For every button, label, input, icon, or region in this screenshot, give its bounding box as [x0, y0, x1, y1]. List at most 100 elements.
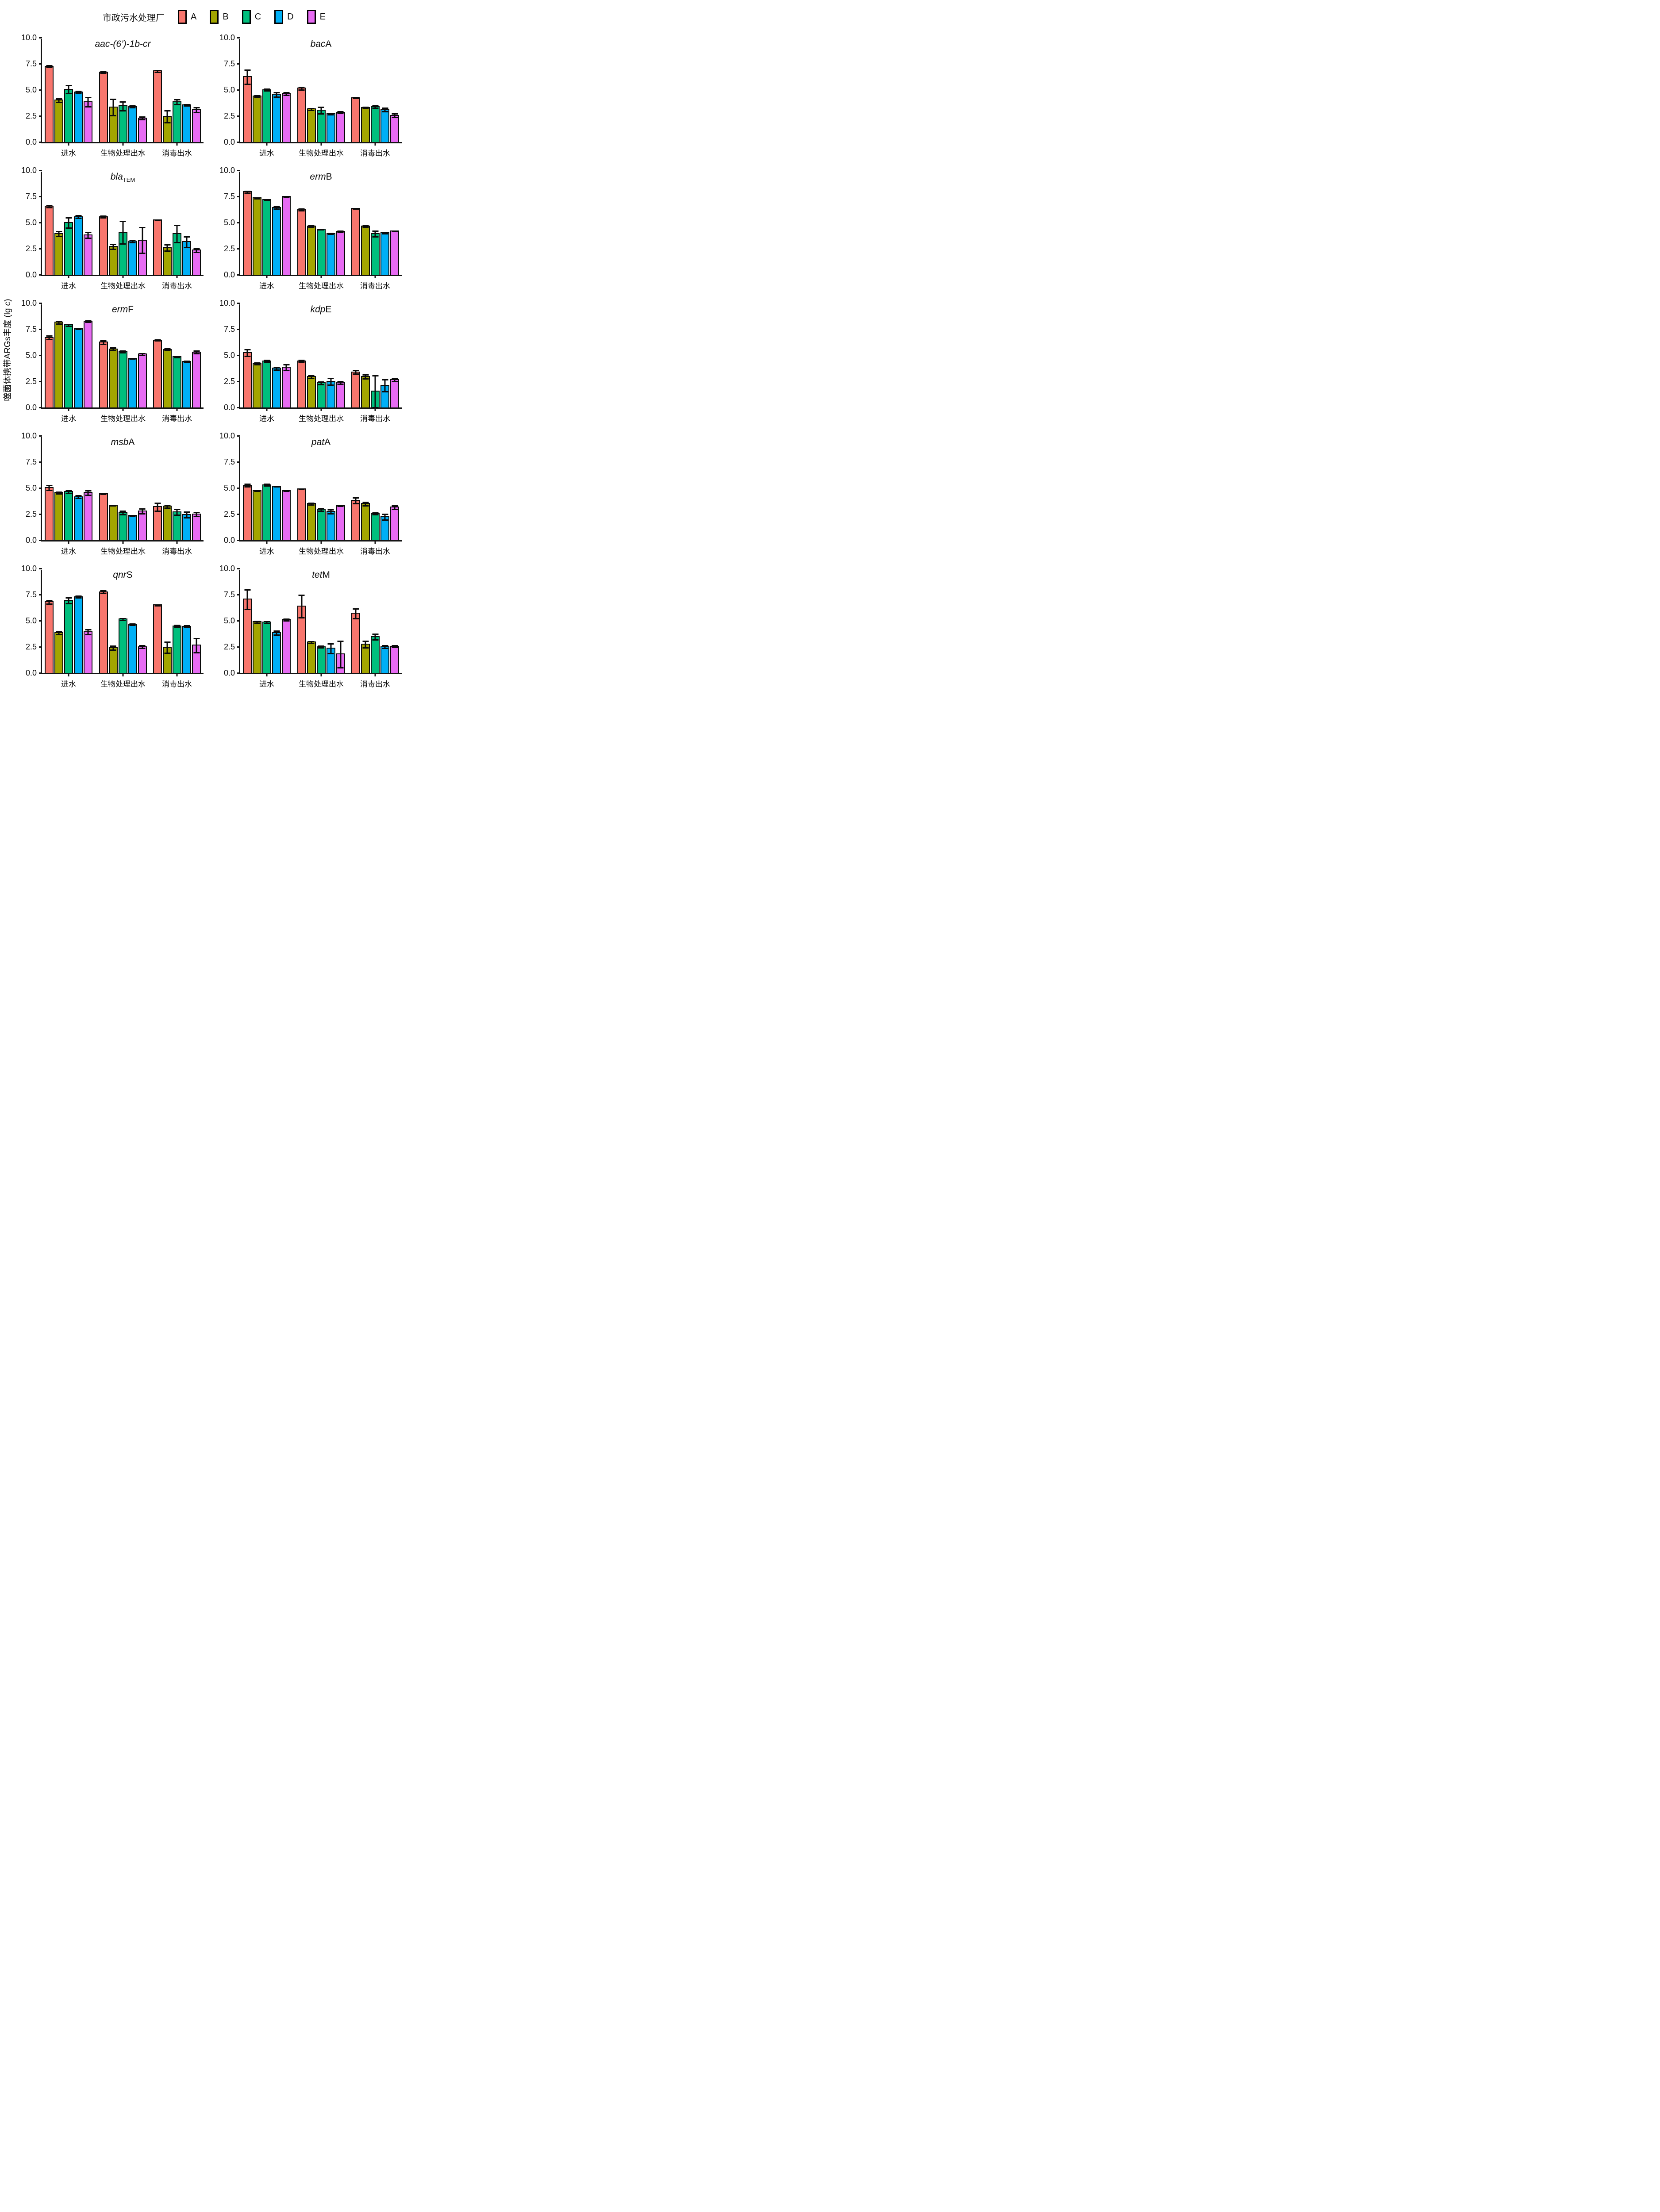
error-bar — [283, 196, 289, 198]
error-bar — [184, 625, 190, 629]
error-cap — [129, 107, 136, 108]
error-cap — [154, 71, 161, 73]
y-tick-mark — [237, 568, 240, 569]
y-tick-label: 5.0 — [25, 85, 37, 94]
x-tick-mark — [320, 540, 322, 544]
error-bar — [184, 236, 190, 249]
error-cap — [372, 514, 378, 515]
bar-groups — [240, 570, 402, 673]
error-bar — [353, 97, 359, 99]
error-cap — [254, 95, 260, 96]
x-tick-label: 进水 — [61, 680, 76, 688]
error-bar — [244, 349, 250, 357]
error-bar — [337, 640, 344, 669]
error-cap — [264, 484, 270, 485]
charts-grid: aac-(6’)-1b-cr 0.0 2.5 5.0 7.5 10.0 进水 生物处理出水 消毒… — [13, 30, 415, 694]
chart-panel-8: patA 0.0 2.5 5.0 7.5 10.0 进水 生物处理出水 消毒出水 — [211, 428, 410, 561]
y-tick-mark — [39, 196, 42, 197]
error-cap — [308, 375, 315, 376]
error-bar — [46, 599, 52, 605]
y-tick-mark — [237, 274, 240, 276]
error-cap — [283, 92, 289, 93]
x-tick-label: 消毒出水 — [162, 680, 192, 688]
bar-D — [380, 513, 389, 540]
error-cap — [56, 492, 62, 493]
y-tick-mark — [39, 568, 42, 569]
y-tick-label: 2.5 — [223, 111, 235, 120]
chart-title: patA — [311, 437, 331, 447]
error-cap — [298, 361, 305, 363]
legend-item-E: E — [307, 10, 326, 24]
error-cap — [244, 608, 250, 610]
bar-D — [272, 92, 281, 142]
plot-area: ermF 0.0 2.5 5.0 7.5 10.0 进水 生物处理出水 消毒出水 — [21, 299, 204, 423]
error-cap — [110, 645, 116, 647]
y-tick-label: 10.0 — [219, 166, 235, 175]
error-cap — [85, 634, 91, 635]
error-bar — [56, 98, 62, 104]
error-cap — [308, 642, 315, 644]
error-cap — [273, 634, 280, 636]
bar-D — [128, 105, 137, 142]
error-cap — [382, 513, 388, 515]
error-cap — [308, 502, 315, 504]
bar-B — [361, 501, 370, 540]
bar-A — [45, 205, 54, 275]
error-cap — [46, 484, 52, 486]
error-bar — [184, 104, 190, 107]
y-tick-label: 5.0 — [223, 351, 235, 360]
plot-area: patA 0.0 2.5 5.0 7.5 10.0 进水 生物处理出水 消毒出水 — [219, 432, 402, 556]
x-tick-mark — [68, 407, 69, 411]
x-tick-mark — [68, 142, 69, 146]
error-cap — [264, 200, 270, 201]
chart-title: tetM — [312, 570, 330, 580]
plot-area: msbA 0.0 2.5 5.0 7.5 10.0 进水 生物处理出水 消毒出水 — [21, 432, 204, 556]
error-cap — [283, 490, 289, 492]
chart-title: aac-(6’)-1b-cr — [95, 39, 151, 49]
error-cap — [283, 618, 289, 620]
error-bar — [56, 492, 62, 495]
plot-area: bacA 0.0 2.5 5.0 7.5 10.0 进水 生物处理出水 消毒出水 — [219, 34, 402, 157]
bar-A — [153, 69, 162, 142]
x-tick-mark — [122, 407, 124, 411]
error-bar — [318, 645, 324, 649]
bar-group-生物处理出水 — [99, 71, 147, 142]
error-bar — [154, 502, 161, 512]
error-cap — [362, 108, 369, 110]
x-tick-mark — [374, 407, 376, 411]
bar-E — [336, 230, 345, 275]
error-cap — [193, 353, 200, 355]
y-tick-mark — [237, 115, 240, 117]
y-tick-mark — [237, 435, 240, 437]
bar-groups — [240, 437, 402, 540]
error-cap — [75, 498, 81, 499]
bar-D — [182, 511, 191, 540]
error-cap — [174, 224, 180, 226]
error-bar — [85, 490, 91, 496]
error-cap — [129, 623, 136, 625]
error-bar — [362, 640, 369, 649]
chart-title: msbA — [111, 437, 135, 447]
y-tick-mark — [39, 539, 42, 541]
error-cap — [129, 242, 136, 243]
error-cap — [174, 357, 180, 358]
error-bar — [382, 107, 388, 113]
y-tick-label: 10.0 — [21, 33, 37, 42]
error-cap — [372, 230, 378, 232]
bar-B — [253, 197, 261, 275]
error-bar — [129, 105, 136, 108]
bar-group-生物处理出水 — [297, 360, 345, 407]
error-cap — [298, 210, 305, 211]
error-cap — [65, 490, 72, 492]
bar-E — [192, 637, 201, 673]
chart-panel-9: qnrS 0.0 2.5 5.0 7.5 10.0 进水 生物处理出水 消毒出水 — [13, 561, 211, 694]
chart-panel-5: ermF 0.0 2.5 5.0 7.5 10.0 进水 生物处理出水 消毒出水 — [13, 296, 211, 428]
bar-B — [361, 106, 370, 142]
error-cap — [193, 515, 200, 517]
bar-B — [54, 320, 63, 407]
error-bar — [110, 98, 116, 116]
x-tick-label: 生物处理出水 — [299, 149, 344, 157]
error-bar — [337, 230, 344, 234]
bar-group-生物处理出水 — [297, 208, 345, 275]
error-cap — [100, 344, 107, 346]
